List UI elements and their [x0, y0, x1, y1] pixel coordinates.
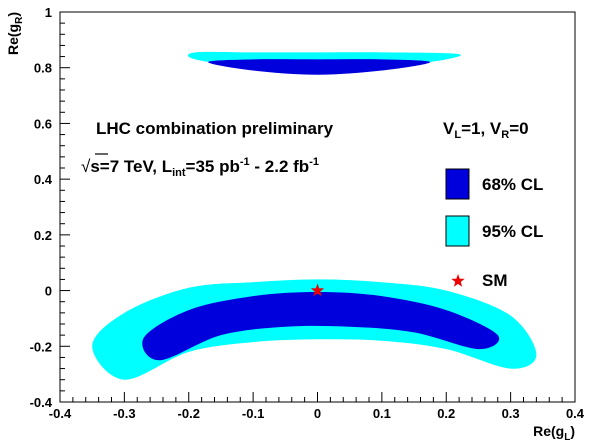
y-axis-label: Re(gR) — [5, 12, 25, 55]
y-axis-ticks: -0.4 -0.2 0 0.2 0.4 0.6 0.8 1 — [30, 5, 70, 410]
x-tick-label: 0.3 — [502, 406, 520, 421]
legend-label-95: 95% CL — [482, 222, 543, 241]
x-tick-label: -0.1 — [242, 406, 264, 421]
legend-star-icon — [451, 274, 465, 287]
y-tick-label: -0.2 — [30, 339, 52, 354]
annotation-couplings: VL=1, VR=0 — [443, 119, 529, 141]
x-tick-label: -0.3 — [113, 406, 135, 421]
region-68cl-lower-band — [142, 292, 500, 361]
energy-lumi-text: √s=7 TeV, Lint=35 pb-1 - 2.2 fb-1 — [81, 156, 319, 179]
sm-point-star-icon — [310, 283, 325, 297]
legend: 68% CL 95% CL SM — [445, 168, 543, 290]
y-tick-label: 0.8 — [34, 61, 52, 76]
contour-regions — [92, 51, 537, 380]
legend-swatch-68 — [445, 168, 470, 200]
y-tick-label: 0.6 — [34, 116, 52, 131]
x-tick-label: -0.4 — [49, 406, 72, 421]
y-tick-label: 0.4 — [34, 172, 53, 187]
legend-swatch-95 — [445, 215, 470, 247]
annotation-energy-lumi: √s=7 TeV, Lint=35 pb-1 - 2.2 fb-1 — [81, 153, 319, 179]
x-tick-label: 0.2 — [437, 406, 455, 421]
x-tick-label: -0.2 — [178, 406, 200, 421]
legend-label-sm: SM — [482, 271, 508, 290]
x-tick-label: 0.1 — [373, 406, 391, 421]
y-tick-label: 0 — [45, 284, 52, 299]
x-axis-label: Re(gL) — [533, 423, 575, 443]
region-68cl-upper-band — [208, 59, 431, 75]
y-tick-label: 1 — [45, 5, 52, 20]
x-axis-ticks: -0.4 -0.3 -0.2 -0.1 0 0.1 0.2 0.3 0.4 — [49, 392, 585, 421]
y-tick-label: -0.4 — [30, 395, 53, 410]
legend-label-68: 68% CL — [482, 175, 543, 194]
x-tick-label: 0 — [314, 406, 321, 421]
x-tick-label: 0.4 — [566, 406, 585, 421]
y-tick-label: 0.2 — [34, 228, 52, 243]
chart-points — [310, 283, 325, 297]
annotation-title: LHC combination preliminary — [96, 119, 334, 138]
